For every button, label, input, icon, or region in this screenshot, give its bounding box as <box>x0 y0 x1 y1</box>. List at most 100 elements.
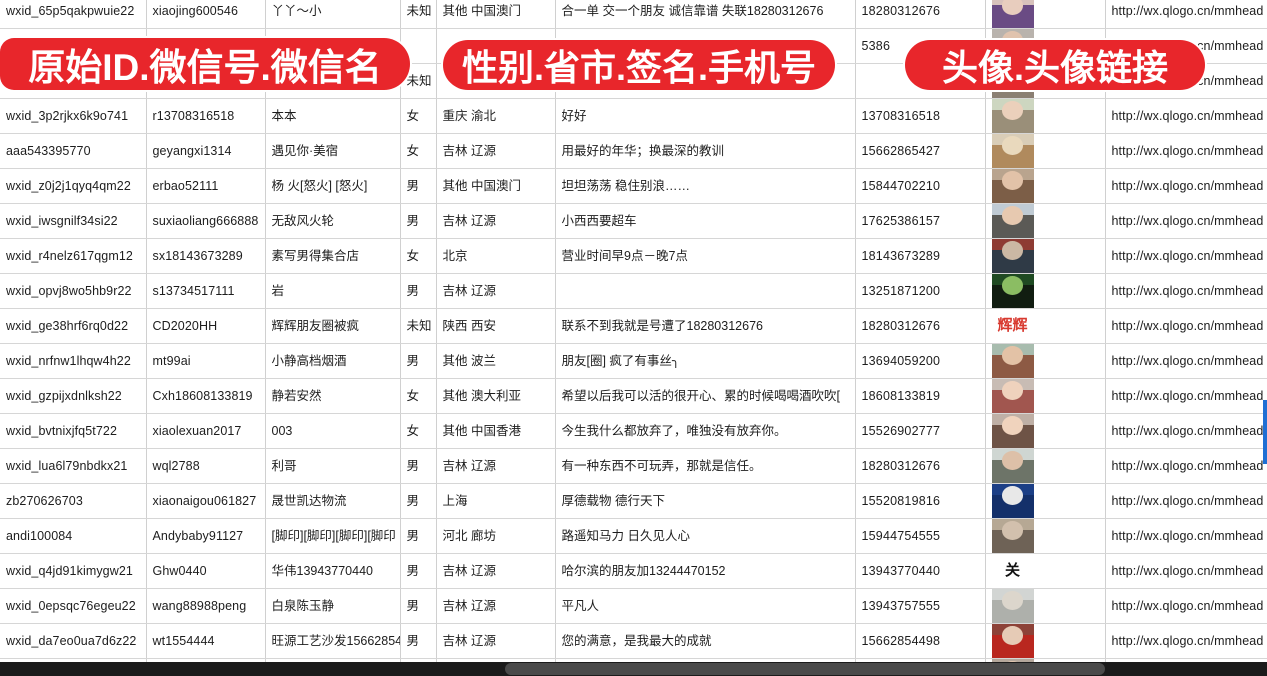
cell-avatar[interactable] <box>985 588 1106 624</box>
cell-gender[interactable]: 女 <box>400 378 437 414</box>
cell-avatar[interactable] <box>985 133 1106 169</box>
cell-region[interactable]: 重庆 渝北 <box>436 98 556 134</box>
cell-gender[interactable]: 女 <box>400 133 437 169</box>
cell-original-id[interactable]: wxid_z0j2j1qyq4qm22 <box>0 168 147 204</box>
table-row[interactable]: wxid_nrfnw1lhqw4h22 mt99ai 小静高档烟酒男其他 波兰 朋友[… <box>0 343 1267 379</box>
cell-signature[interactable]: 用最好的年华；换最深的教训 <box>555 133 856 169</box>
cell-signature[interactable]: 今生我什么都放弃了，唯独没有放弃你。 <box>555 413 856 449</box>
cell-avatar-url[interactable]: http://wx.qlogo.cn/mmhead <box>1105 203 1267 239</box>
cell-gender[interactable]: 男 <box>400 483 437 519</box>
cell-avatar-url[interactable]: http://wx.qlogo.cn/mmhead <box>1105 343 1267 379</box>
cell-wechat-id[interactable]: erbao52111 <box>146 168 266 204</box>
cell-wechat-id[interactable]: mt99ai <box>146 343 266 379</box>
cell-wechat-id[interactable]: wt1554444 <box>146 623 266 659</box>
cell-phone[interactable]: 15844702210 <box>855 168 986 204</box>
cell-phone[interactable]: 13943770440 <box>855 553 986 589</box>
cell-wechat-name[interactable]: 丫丫～小 <box>265 0 401 29</box>
cell-phone[interactable]: 15662854498 <box>855 623 986 659</box>
cell-signature[interactable]: 哈尔滨的朋友加13244470152 <box>555 553 856 589</box>
cell-gender[interactable]: 男 <box>400 623 437 659</box>
cell-signature[interactable]: 小西西要超车 <box>555 203 856 239</box>
cell-avatar-url[interactable]: http://wx.qlogo.cn/mmhead <box>1105 238 1267 274</box>
table-row[interactable]: wxid_q4jd91kimygw21 Ghw0440 华伟13943770440 男… <box>0 553 1267 589</box>
cell-wechat-id[interactable]: r13708316518 <box>146 98 266 134</box>
cell-wechat-name[interactable]: 旺源工艺沙发15662854 <box>265 623 401 659</box>
cell-gender[interactable]: 男 <box>400 448 437 484</box>
cell-region[interactable]: 吉林 辽源 <box>436 203 556 239</box>
cell-phone[interactable]: 17625386157 <box>855 203 986 239</box>
table-row[interactable]: wxid_r4nelz617qgm12 sx18143673289 素写男得集合店女… <box>0 238 1267 274</box>
cell-wechat-id[interactable]: wang88988peng <box>146 588 266 624</box>
cell-avatar-url[interactable]: http://wx.qlogo.cn/mmhead <box>1105 483 1267 519</box>
cell-region[interactable]: 其他 澳大利亚 <box>436 378 556 414</box>
cell-avatar-url[interactable]: http://wx.qlogo.cn/mmhead <box>1105 98 1267 134</box>
cell-region[interactable]: 陕西 西安 <box>436 308 556 344</box>
cell-avatar-url[interactable]: http://wx.qlogo.cn/mmhead <box>1105 0 1267 29</box>
cell-avatar-url[interactable]: http://wx.qlogo.cn/mmhead <box>1105 308 1267 344</box>
table-row[interactable]: wxid_da7eo0ua7d6z22 wt1554444 旺源工艺沙发156628… <box>0 623 1267 659</box>
cell-region[interactable]: 吉林 辽源 <box>436 448 556 484</box>
cell-avatar[interactable] <box>985 518 1106 554</box>
cell-phone[interactable]: 13708316518 <box>855 98 986 134</box>
cell-wechat-name[interactable]: 辉辉朋友圈被疯 <box>265 308 401 344</box>
cell-avatar[interactable] <box>985 623 1106 659</box>
horizontal-scrollbar[interactable] <box>0 662 1267 676</box>
cell-avatar[interactable] <box>985 0 1106 29</box>
cell-avatar-url[interactable]: http://wx.qlogo.cn/mmhead <box>1105 588 1267 624</box>
cell-phone[interactable]: 13694059200 <box>855 343 986 379</box>
table-row[interactable]: wxid_3p2rjkx6k9o741 r13708316518 本本女重庆 渝北好… <box>0 98 1267 134</box>
cell-region[interactable]: 河北 廊坊 <box>436 518 556 554</box>
cell-wechat-id[interactable]: s13734517111 <box>146 273 266 309</box>
cell-avatar[interactable] <box>985 448 1106 484</box>
cell-avatar-url[interactable]: http://wx.qlogo.cn/mmhead <box>1105 378 1267 414</box>
cell-region[interactable]: 吉林 辽源 <box>436 588 556 624</box>
cell-original-id[interactable]: wxid_r4nelz617qgm12 <box>0 238 147 274</box>
cell-gender[interactable]: 女 <box>400 98 437 134</box>
cell-wechat-name[interactable]: 静若安然 <box>265 378 401 414</box>
table-row[interactable]: wxid_lua6l79nbdkx21 wql2788 利哥男吉林 辽源 有一种东西不… <box>0 448 1267 484</box>
table-row[interactable]: wxid_ge38hrf6rq0d22 CD2020HH 辉辉朋友圈被疯 未知 陕西 西… <box>0 308 1267 344</box>
cell-original-id[interactable]: wxid_65p5qakpwuie22 <box>0 0 147 29</box>
cell-avatar[interactable]: 辉辉 <box>985 308 1106 344</box>
cell-avatar-url[interactable]: http://wx.qlogo.cn/mmhead <box>1105 273 1267 309</box>
cell-wechat-id[interactable]: xiaolexuan2017 <box>146 413 266 449</box>
cell-avatar-url[interactable]: http://wx.qlogo.cn/mmhead <box>1105 553 1267 589</box>
cell-wechat-name[interactable]: [脚印][脚印][脚印][脚印 <box>265 518 401 554</box>
cell-avatar[interactable] <box>985 483 1106 519</box>
table-row[interactable]: wxid_iwsgnilf34si22 suxiaoliang666888 无敌风火… <box>0 203 1267 239</box>
cell-avatar[interactable] <box>985 273 1106 309</box>
cell-region[interactable]: 其他 波兰 <box>436 343 556 379</box>
cell-wechat-name[interactable]: 003 <box>265 413 401 449</box>
cell-phone[interactable]: 13943757555 <box>855 588 986 624</box>
cell-original-id[interactable]: aaa543395770 <box>0 133 147 169</box>
cell-wechat-name[interactable]: 素写男得集合店 <box>265 238 401 274</box>
table-row[interactable]: wxid_opvj8wo5hb9r22 s13734517111 岩男吉林 辽源 13… <box>0 273 1267 309</box>
cell-region[interactable]: 吉林 辽源 <box>436 133 556 169</box>
cell-signature[interactable]: 路遥知马力 日久见人心 <box>555 518 856 554</box>
cell-signature[interactable]: 营业时间早9点－晚7点 <box>555 238 856 274</box>
cell-region[interactable]: 上海 <box>436 483 556 519</box>
cell-phone[interactable]: 15662865427 <box>855 133 986 169</box>
cell-wechat-id[interactable]: sx18143673289 <box>146 238 266 274</box>
cell-phone[interactable]: 15944754555 <box>855 518 986 554</box>
cell-original-id[interactable]: andi100084 <box>0 518 147 554</box>
cell-avatar[interactable] <box>985 203 1106 239</box>
cell-original-id[interactable]: wxid_q4jd91kimygw21 <box>0 553 147 589</box>
cell-gender[interactable]: 未知 <box>400 308 437 344</box>
cell-wechat-id[interactable]: geyangxi1314 <box>146 133 266 169</box>
table-row[interactable]: wxid_gzpijxdnlksh22 Cxh18608133819 静若安然女其他… <box>0 378 1267 414</box>
cell-wechat-id[interactable]: Ghw0440 <box>146 553 266 589</box>
cell-avatar[interactable] <box>985 413 1106 449</box>
cell-gender[interactable]: 男 <box>400 518 437 554</box>
cell-signature[interactable]: 希望以后我可以活的很开心、累的时候喝喝酒吹吹[ <box>555 378 856 414</box>
cell-signature[interactable]: 您的满意，是我最大的成就 <box>555 623 856 659</box>
cell-wechat-name[interactable]: 岩 <box>265 273 401 309</box>
cell-signature[interactable]: 厚德载物 德行天下 <box>555 483 856 519</box>
cell-phone[interactable]: 18280312676 <box>855 0 986 29</box>
cell-phone[interactable]: 18608133819 <box>855 378 986 414</box>
cell-avatar-url[interactable]: http://wx.qlogo.cn/mmhead <box>1105 133 1267 169</box>
cell-phone[interactable]: 18143673289 <box>855 238 986 274</box>
cell-phone[interactable]: 18280312676 <box>855 308 986 344</box>
cell-wechat-id[interactable]: xiaonaigou061827 <box>146 483 266 519</box>
cell-wechat-id[interactable]: suxiaoliang666888 <box>146 203 266 239</box>
